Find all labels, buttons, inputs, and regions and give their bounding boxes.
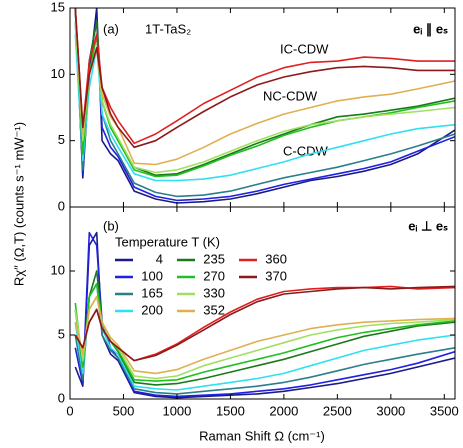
y-tick-label: 5 bbox=[58, 326, 65, 341]
x-tick-label: 3500 bbox=[430, 403, 459, 418]
data-line bbox=[74, 270, 455, 386]
plot-frame bbox=[69, 206, 456, 400]
plot-area bbox=[74, 8, 455, 204]
y-tick-label: 5 bbox=[58, 132, 65, 147]
panel-label: (b) bbox=[103, 218, 119, 233]
legend-label: 360 bbox=[265, 251, 287, 266]
data-line bbox=[74, 282, 455, 382]
x-tick-label: 1000 bbox=[162, 403, 191, 418]
x-tick-label: 500 bbox=[113, 403, 135, 418]
data-line bbox=[74, 231, 455, 398]
x-tick-label: 2500 bbox=[323, 403, 352, 418]
phase-label: C-CDW bbox=[283, 143, 328, 158]
y-tick-label: 0 bbox=[58, 198, 65, 213]
legend-label: 352 bbox=[203, 302, 225, 317]
data-line bbox=[74, 8, 455, 149]
data-line bbox=[74, 8, 455, 176]
legend-label: 165 bbox=[141, 285, 163, 300]
y-axis-label: Rχ″ (Ω,T) (counts s⁻¹ mW⁻¹) bbox=[11, 122, 26, 286]
y-tick-label: 0 bbox=[58, 390, 65, 405]
legend-label: 370 bbox=[265, 268, 287, 283]
legend-label: 270 bbox=[203, 268, 225, 283]
data-line bbox=[74, 8, 455, 204]
panel-label: (a) bbox=[103, 21, 119, 36]
polarization-label: eᵢ ∥ eₛ bbox=[413, 21, 448, 37]
sample-label: 1T-TaS₂ bbox=[145, 21, 191, 36]
x-tick-label: 1500 bbox=[216, 403, 245, 418]
legend-label: 200 bbox=[141, 302, 163, 317]
polarization-label: eᵢ ⊥ eₛ bbox=[408, 218, 448, 233]
phase-label: IC-CDW bbox=[280, 41, 329, 56]
y-tick-label: 10 bbox=[51, 262, 65, 277]
x-tick-label: 2000 bbox=[269, 403, 298, 418]
data-line bbox=[74, 295, 455, 375]
plot-frame bbox=[69, 7, 456, 208]
data-line bbox=[74, 285, 455, 362]
data-line bbox=[74, 8, 455, 145]
legend-label: 330 bbox=[203, 285, 225, 300]
phase-label: NC-CDW bbox=[263, 88, 318, 103]
legend-label: 4 bbox=[156, 251, 163, 266]
x-tick-label: 0 bbox=[66, 403, 73, 418]
x-axis-label: Raman Shift Ω (cm⁻¹) bbox=[199, 428, 325, 443]
y-tick-label: 10 bbox=[51, 66, 65, 81]
x-tick-label: 3000 bbox=[376, 403, 405, 418]
legend-label: 100 bbox=[141, 268, 163, 283]
legend-label: 235 bbox=[203, 251, 225, 266]
plot-area bbox=[74, 231, 455, 399]
legend-title: Temperature T (K) bbox=[115, 234, 220, 249]
y-tick-label: 15 bbox=[51, 0, 65, 14]
